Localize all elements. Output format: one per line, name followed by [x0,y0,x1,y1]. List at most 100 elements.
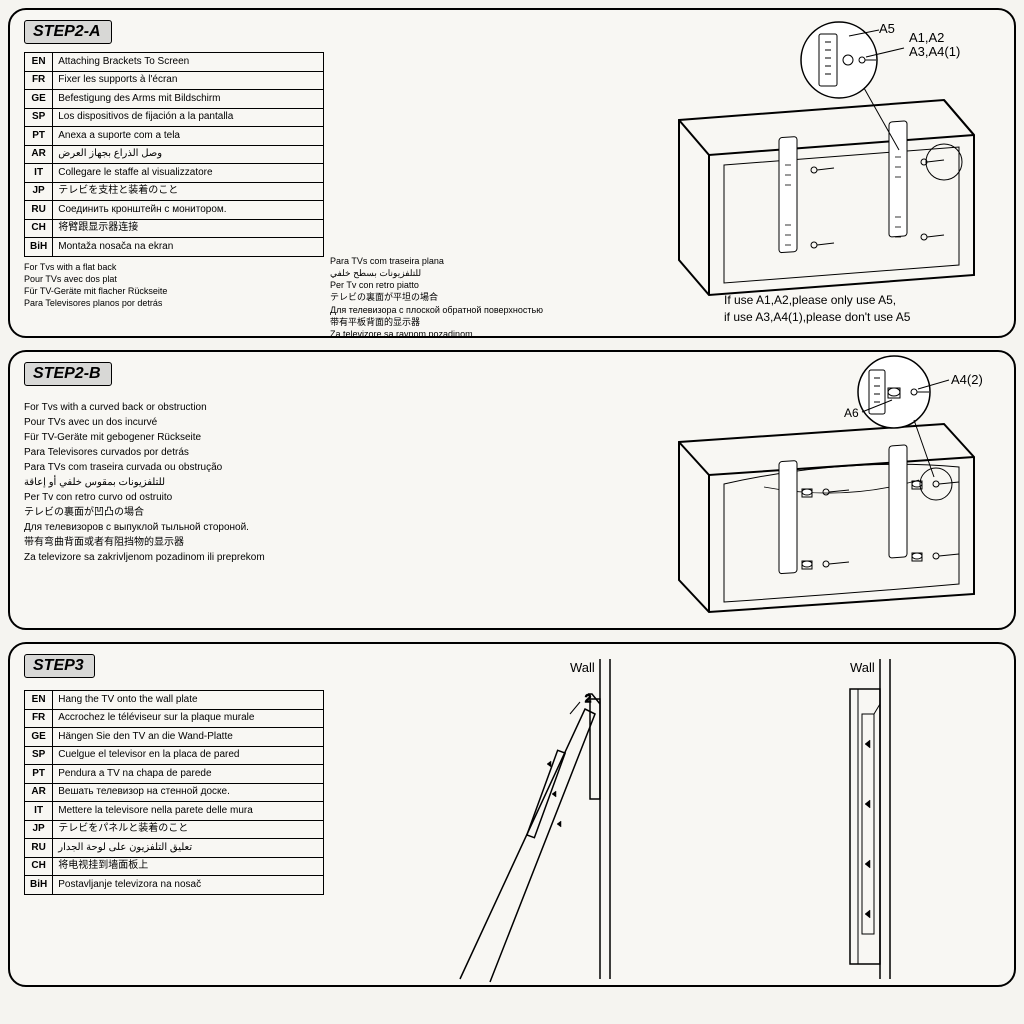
label-a5: A5 [879,21,895,36]
lang-row: SPCuelgue el televisor en la placa de pa… [25,746,324,765]
note-line: テレビの裏面が凹凸の場合 [24,505,424,520]
lang-code: CH [25,219,53,238]
lang-row: BiHPostavljanje televizora na nosač [25,876,324,895]
lang-code: AR [25,145,53,164]
lang-code: SP [25,108,53,127]
lang-code: GE [25,728,53,747]
lang-code: FR [25,71,53,90]
lang-row: FRFixer les supports à l'écran [25,71,324,90]
lang-row: PTAnexa a suporte com a tela [25,127,324,146]
note-line: For Tvs with a curved back or obstructio… [24,400,424,415]
lang-code: BiH [25,876,53,895]
step-badge: STEP2-A [24,20,112,44]
lang-code: JP [25,182,53,201]
diagram-step2b: A4(2) A6 [604,362,1004,618]
lang-row: GEHängen Sie den TV an die Wand-Platte [25,728,324,747]
lang-code: JP [25,820,53,839]
note-line: Para TVs com traseira curvada ou obstruç… [24,460,424,475]
lang-row: ITCollegare le staffe al visualizzatore [25,164,324,183]
label-a42: A4(2) [951,372,983,387]
note-line: Pour TVs avec dos plat [24,273,324,285]
lang-text: تعليق التلفزيون على لوحة الجدار [53,839,324,858]
lang-row: SPLos dispositivos de fijación a la pant… [25,108,324,127]
note-line: Für TV-Geräte mit gebogener Rückseite [24,430,424,445]
lang-code: BiH [25,238,53,257]
lang-text: Postavljanje televizora na nosač [53,876,324,895]
lang-text: Pendura a TV na chapa de parede [53,765,324,784]
note-line: Per Tv con retro piatto [330,279,590,291]
label-a34: A3,A4(1) [909,44,960,59]
note-line: Za televizore sa ravnom pozadinom [330,328,590,338]
notes-step2b: For Tvs with a curved back or obstructio… [24,400,424,565]
lang-row: PTPendura a TV na chapa de parede [25,765,324,784]
hang-mounted: Wall [750,654,1000,984]
lang-row: ENHang the TV onto the wall plate [25,691,324,710]
lang-row: JPテレビを支柱と装着のこと [25,182,324,201]
lang-code: SP [25,746,53,765]
lang-row: ARوصل الذراع بجهاز العرض [25,145,324,164]
tv-curved-diagram: A4(2) A6 [604,362,1004,622]
lang-text: وصل الذراع بجهاز العرض [53,145,324,164]
lang-text: Mettere la televisore nella parete delle… [53,802,324,821]
label-a6: A6 [844,406,859,420]
warn-line1: If use A1,A2,please only use A5, [724,293,896,307]
lang-text: Hängen Sie den TV an die Wand-Platte [53,728,324,747]
note-line: 带有弯曲背面或者有阻挡物的显示器 [24,535,424,550]
lang-row: ENAttaching Brackets To Screen [25,53,324,72]
lang-row: RUتعليق التلفزيون على لوحة الجدار [25,839,324,858]
note-line: Para TVs com traseira plana [330,255,590,267]
note-line: Para Televisores planos por detrás [24,297,324,309]
lang-code: EN [25,53,53,72]
lang-row: GEBefestigung des Arms mit Bildschirm [25,90,324,109]
tv-flat-diagram: A5 A1,A2 A3,A4(1) [604,20,1004,330]
lang-text: Accrochez le téléviseur sur la plaque mu… [53,709,324,728]
lang-text: Montaža nosača na ekran [53,238,324,257]
lang-text: テレビをパネルと装着のこと [53,820,324,839]
label-a12: A1,A2 [909,30,944,45]
note-line: للتلفزيونات بمقوس خلفي أو إعاقة [24,475,424,490]
note-line: Per Tv con retro curvo od ostruito [24,490,424,505]
lang-text: 将臂跟显示器连接 [53,219,324,238]
warn-line2: if use A3,A4(1),please don't use A5 [724,310,910,324]
notes-step2a-col1: For Tvs with a flat backPour TVs avec do… [24,261,324,310]
note-line: Para Televisores curvados por detrás [24,445,424,460]
lang-text: Hang the TV onto the wall plate [53,691,324,710]
lang-text: Fixer les supports à l'écran [53,71,324,90]
lang-row: CH将电视挂到墙面板上 [25,857,324,876]
lang-row: RUСоединить кронштейн с монитором. [25,201,324,220]
lang-code: IT [25,164,53,183]
lang-row: CH将臂跟显示器连接 [25,219,324,238]
wall-label: Wall [570,660,595,675]
lang-row: BiHMontaža nosača na ekran [25,238,324,257]
lang-code: PT [25,765,53,784]
lang-text: Attaching Brackets To Screen [53,53,324,72]
panel-step2b: STEP2-B For Tvs with a curved back or ob… [8,350,1016,630]
lang-row: JPテレビをパネルと装着のこと [25,820,324,839]
lang-row: ITMettere la televisore nella parete del… [25,802,324,821]
lang-text: Вешать телевизор на стенной доске. [53,783,324,802]
lang-code: IT [25,802,53,821]
panel-step3: STEP3 ENHang the TV onto the wall plateF… [8,642,1016,987]
note-line: テレビの裏面が平坦の場合 [330,291,590,303]
lang-code: CH [25,857,53,876]
step-badge: STEP3 [24,654,95,678]
lang-code: FR [25,709,53,728]
lang-table-step3: ENHang the TV onto the wall plateFRAccro… [24,690,324,895]
lang-text: Соединить кронштейн с монитором. [53,201,324,220]
lang-text: Los dispositivos de fijación a la pantal… [53,108,324,127]
note-line: Za televizore sa zakrivljenom pozadinom … [24,550,424,565]
note-line: For Tvs with a flat back [24,261,324,273]
lang-row: FRAccrochez le téléviseur sur la plaque … [25,709,324,728]
lang-code: GE [25,90,53,109]
note-line: للتلفزيونات بسطح خلفي [330,267,590,279]
lang-text: テレビを支柱と装着のこと [53,182,324,201]
step-badge: STEP2-B [24,362,112,386]
notes-step2a-col2: Para TVs com traseira planaللتلفزيونات ب… [330,255,590,338]
hang-tilted: Wall 2 [440,654,690,984]
note-line: 带有平板背面的显示器 [330,316,590,328]
diagram-step2a: A5 A1,A2 A3,A4(1) [604,20,1004,326]
lang-code: RU [25,201,53,220]
lang-text: Befestigung des Arms mit Bildschirm [53,90,324,109]
note-line: Für TV-Geräte mit flacher Rückseite [24,285,324,297]
note-line: Pour TVs avec un dos incurvé [24,415,424,430]
